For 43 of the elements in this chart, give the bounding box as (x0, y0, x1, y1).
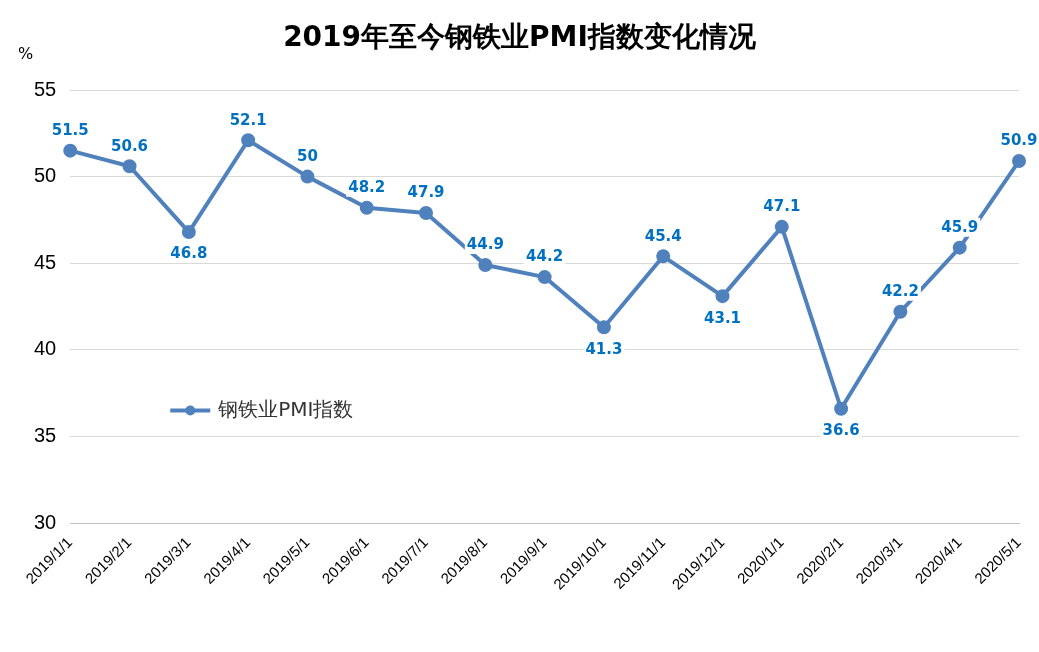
data-label: 44.2 (526, 247, 564, 266)
point (241, 133, 256, 148)
data-label: 47.9 (407, 183, 445, 202)
point (596, 320, 611, 335)
y-tick-label: 40 (34, 337, 57, 360)
point (952, 240, 967, 255)
point (774, 219, 789, 234)
point (834, 401, 849, 416)
point (478, 257, 493, 272)
point (122, 159, 137, 174)
data-label: 50.6 (111, 136, 149, 155)
point (63, 143, 78, 158)
point (893, 304, 908, 319)
point (715, 289, 730, 304)
point (181, 225, 196, 240)
data-label: 50.9 (1000, 131, 1038, 150)
data-label: 51.5 (51, 121, 89, 140)
y-tick-label: 35 (34, 423, 57, 446)
point (537, 270, 552, 285)
data-label: 45.9 (941, 218, 979, 237)
data-label: 48.2 (348, 178, 386, 197)
legend-label: 钢铁业PMI指数 (217, 396, 354, 421)
data-label: 45.4 (644, 226, 682, 245)
data-label: 46.8 (170, 244, 208, 263)
data-label: 36.6 (822, 421, 860, 440)
y-tick-label: 45 (34, 250, 57, 273)
point (419, 206, 434, 220)
chart-title: 2019年至今钢铁业PMI指数变化情况 (283, 20, 756, 53)
y-tick-label: 30 (34, 510, 57, 533)
point (1012, 154, 1026, 169)
point (359, 200, 374, 215)
data-label: 44.9 (466, 235, 504, 254)
point (656, 249, 671, 264)
point (300, 169, 315, 184)
data-label: 47.1 (763, 197, 801, 216)
data-label: 41.3 (585, 339, 623, 358)
data-label: 43.1 (704, 308, 742, 327)
data-label: 50 (297, 147, 318, 166)
y-tick-label: 50 (34, 164, 57, 187)
data-label: 52.1 (229, 110, 267, 129)
data-label: 42.2 (881, 282, 919, 301)
y-tick-label: 55 (34, 77, 57, 100)
y-axis-title: % (18, 44, 34, 63)
